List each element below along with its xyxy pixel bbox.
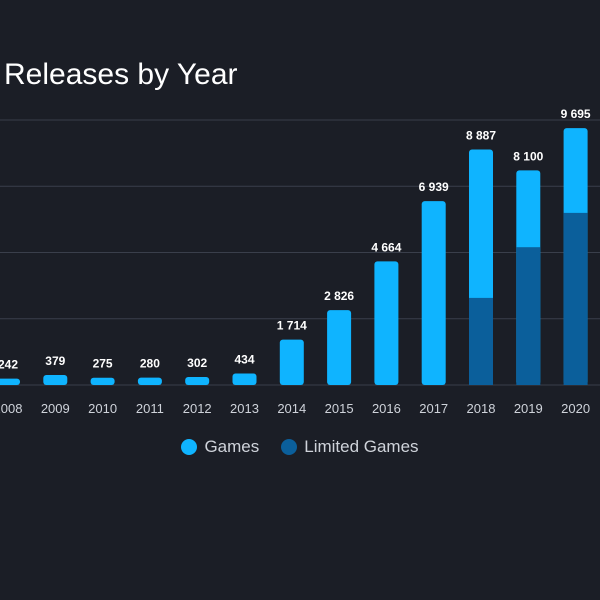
x-tick-label: 2012 bbox=[183, 401, 212, 416]
legend-item-games[interactable]: Games bbox=[181, 437, 259, 457]
bar-total-label: 2 826 bbox=[324, 289, 354, 303]
legend-dot-games bbox=[181, 439, 198, 455]
x-tick-label: 2019 bbox=[514, 401, 543, 416]
legend-label-limited-games: Limited Games bbox=[304, 437, 419, 456]
bar-total-label: 302 bbox=[187, 356, 207, 370]
bar-limited-games bbox=[563, 212, 588, 385]
bar-games bbox=[374, 261, 399, 385]
x-tick-label: 2015 bbox=[325, 401, 354, 416]
bar-games bbox=[421, 201, 446, 385]
x-tick-label: 2013 bbox=[230, 401, 259, 416]
bar-total-label: 242 bbox=[0, 358, 18, 372]
x-tick-label: 2017 bbox=[419, 401, 448, 416]
bar-games bbox=[43, 374, 68, 385]
x-tick-label: 2018 bbox=[467, 401, 496, 416]
chart-title: Releases by Year bbox=[4, 58, 238, 91]
x-tick-label: 2011 bbox=[136, 401, 164, 416]
x-tick-label: 2009 bbox=[41, 401, 70, 416]
bar-total-label: 9 695 bbox=[561, 107, 591, 121]
bar-total-label: 8 887 bbox=[466, 128, 496, 142]
bar-games bbox=[279, 339, 304, 385]
x-tick-label: 2020 bbox=[561, 401, 590, 416]
bar-total-label: 4 664 bbox=[371, 240, 401, 254]
bar-games bbox=[232, 373, 257, 385]
bar-total-label: 434 bbox=[234, 352, 254, 366]
bar-games bbox=[185, 376, 210, 385]
x-tick-label: 2010 bbox=[88, 401, 117, 416]
bar-total-label: 275 bbox=[93, 357, 113, 371]
bar-games bbox=[90, 377, 115, 385]
legend-dot-limited-games bbox=[281, 439, 298, 455]
bar-total-label: 1 714 bbox=[277, 319, 307, 333]
legend: Games Limited Games bbox=[0, 437, 600, 457]
x-tick-label: 2014 bbox=[277, 401, 306, 416]
legend-label-games: Games bbox=[204, 437, 260, 456]
bar-total-label: 6 939 bbox=[419, 180, 449, 194]
bar-total-label: 8 100 bbox=[513, 149, 543, 163]
bar-games bbox=[327, 310, 352, 385]
bar-games bbox=[0, 378, 20, 385]
bar-total-label: 379 bbox=[45, 354, 65, 368]
bar-total-label: 280 bbox=[140, 357, 160, 371]
legend-item-limited-games[interactable]: Limited Games bbox=[281, 437, 419, 457]
bar-limited-games bbox=[516, 247, 541, 385]
bar-games bbox=[137, 377, 162, 385]
x-tick-label: 2016 bbox=[372, 401, 401, 416]
bar-limited-games bbox=[469, 297, 493, 385]
